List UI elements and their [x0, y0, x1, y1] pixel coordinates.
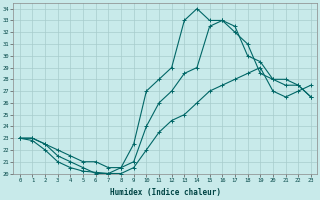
X-axis label: Humidex (Indice chaleur): Humidex (Indice chaleur): [110, 188, 221, 197]
